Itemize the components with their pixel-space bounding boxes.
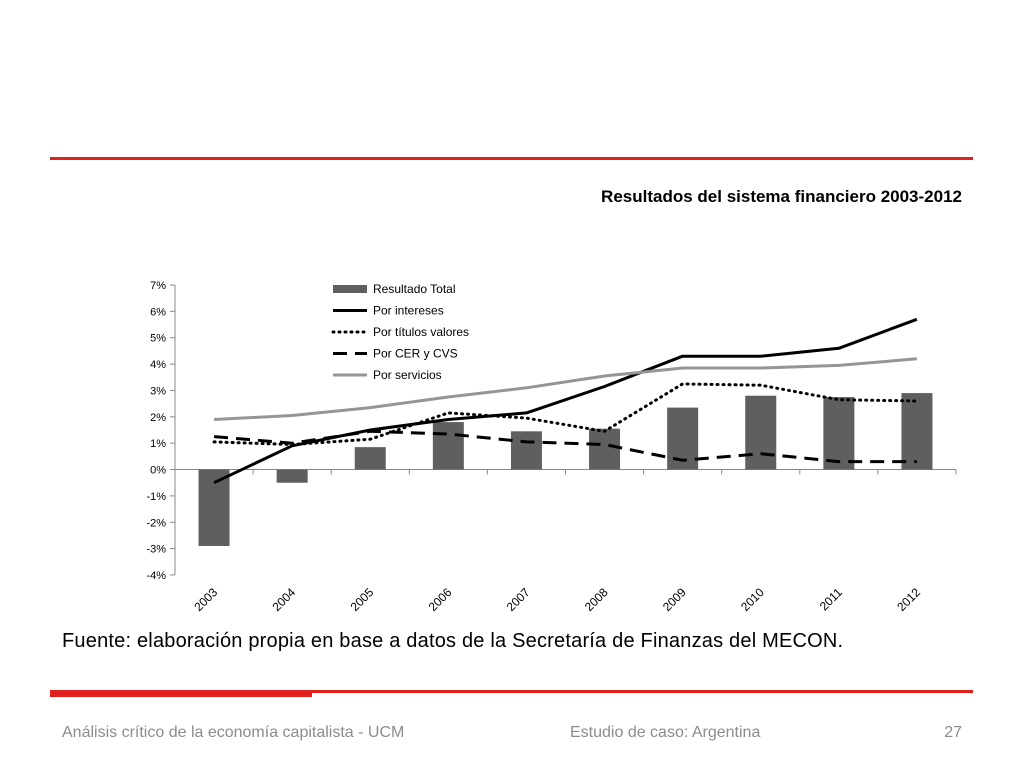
bar (276, 469, 308, 483)
chart-title: Resultados del sistema financiero 2003-2… (601, 187, 962, 206)
x-tick-label: 2003 (191, 585, 220, 614)
bottom-red-rule (50, 690, 973, 693)
bar (589, 428, 621, 470)
x-tick-label: 2012 (894, 585, 923, 614)
bar (354, 447, 386, 470)
legend-label: Por títulos valores (373, 325, 469, 339)
bar (823, 397, 855, 470)
y-tick-label: -2% (146, 517, 166, 529)
x-tick-label: 2006 (426, 585, 455, 614)
y-tick-label: 6% (150, 306, 166, 318)
y-tick-label: 1% (150, 438, 166, 450)
y-tick-label: 7% (150, 280, 166, 292)
y-tick-label: -1% (146, 491, 166, 503)
x-tick-label: 2009 (660, 585, 689, 614)
series-line (213, 429, 917, 464)
y-tick-label: -3% (146, 544, 166, 556)
y-tick-label: -4% (146, 570, 166, 582)
bar (510, 431, 542, 470)
legend-label: Por servicios (373, 368, 442, 382)
bar (432, 422, 464, 470)
y-tick-label: 5% (150, 333, 166, 345)
y-tick-label: 0% (150, 465, 166, 477)
bar (901, 393, 933, 470)
y-tick-label: 3% (150, 385, 166, 397)
x-tick-label: 2010 (738, 585, 767, 614)
x-tick-label: 2004 (269, 585, 298, 614)
legend-label: Por intereses (373, 304, 444, 318)
y-tick-label: 2% (150, 412, 166, 424)
y-tick-label: 4% (150, 359, 166, 371)
legend-label: Resultado Total (373, 282, 456, 296)
footer-course: Análisis crítico de la economía capitali… (62, 724, 405, 741)
top-red-rule (50, 157, 973, 160)
page-number: 27 (944, 724, 962, 741)
x-tick-label: 2008 (582, 585, 611, 614)
x-tick-label: 2007 (504, 585, 533, 614)
bar (745, 395, 777, 470)
x-tick-label: 2011 (817, 585, 845, 613)
legend-label: Por CER y CVS (373, 347, 458, 361)
x-tick-label: 2005 (348, 585, 377, 614)
series-line (214, 357, 918, 421)
bottom-red-accent (50, 691, 312, 697)
legend-swatch (333, 285, 367, 293)
footer-topic: Estudio de caso: Argentina (570, 724, 761, 741)
series-line (212, 382, 919, 446)
source-note: Fuente: elaboración propia en base a dat… (62, 630, 844, 652)
bar (198, 469, 230, 546)
